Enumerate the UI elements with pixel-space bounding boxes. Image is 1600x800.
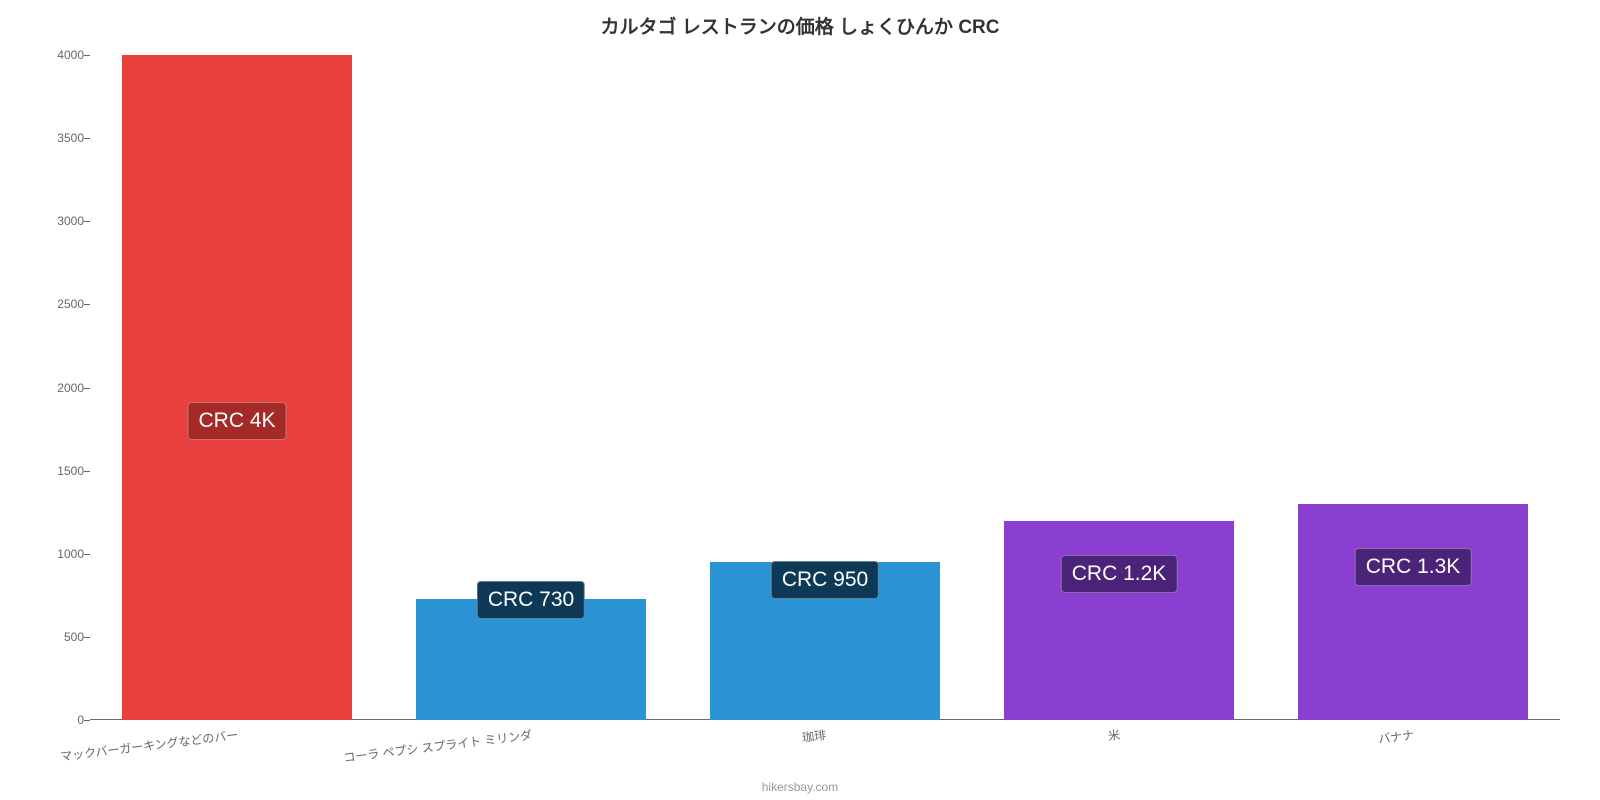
y-tick-mark xyxy=(84,471,90,472)
bar xyxy=(122,55,351,720)
y-tick-label: 3000 xyxy=(40,214,84,228)
bar-slot: CRC 730 xyxy=(384,55,678,720)
y-tick-label: 2500 xyxy=(40,297,84,311)
bar-slot: CRC 1.3K xyxy=(1266,55,1560,720)
y-tick-mark xyxy=(84,221,90,222)
x-category-label: コーラ ペプシ スプライト ミリンダ xyxy=(342,726,533,766)
bar xyxy=(1004,521,1233,721)
bar-value-label: CRC 1.2K xyxy=(1061,555,1178,593)
y-tick-label: 1500 xyxy=(40,464,84,478)
y-tick-label: 0 xyxy=(40,713,84,727)
y-tick-mark xyxy=(84,720,90,721)
bar-value-label: CRC 730 xyxy=(477,581,585,619)
bar-slot: CRC 4K xyxy=(90,55,384,720)
bar-value-label: CRC 950 xyxy=(771,561,879,599)
y-tick-label: 2000 xyxy=(40,381,84,395)
price-bar-chart: カルタゴ レストランの価格 しょくひんか CRC CRC 4KCRC 730CR… xyxy=(0,0,1600,800)
bar-value-label: CRC 4K xyxy=(187,402,286,440)
y-tick-mark xyxy=(84,304,90,305)
y-tick-label: 4000 xyxy=(40,48,84,62)
x-category-label: マックバーガーキングなどのバー xyxy=(59,726,239,765)
y-tick-mark xyxy=(84,388,90,389)
y-tick-label: 500 xyxy=(40,630,84,644)
x-category-label: バナナ xyxy=(1377,726,1415,747)
attribution-text: hikersbay.com xyxy=(0,780,1600,794)
chart-title: カルタゴ レストランの価格 しょくひんか CRC xyxy=(0,12,1600,39)
bar xyxy=(1298,504,1527,720)
x-category-label: 米 xyxy=(1107,726,1121,744)
y-tick-label: 1000 xyxy=(40,547,84,561)
x-category-label: 珈琲 xyxy=(801,726,827,746)
bars-container: CRC 4K CRC 730 CRC 950 CRC 1.2K CRC 1.3K xyxy=(90,55,1560,720)
bar-slot: CRC 950 xyxy=(678,55,972,720)
bar-value-label: CRC 1.3K xyxy=(1355,548,1472,586)
y-tick-mark xyxy=(84,138,90,139)
bar-slot: CRC 1.2K xyxy=(972,55,1266,720)
y-tick-mark xyxy=(84,637,90,638)
y-tick-mark xyxy=(84,554,90,555)
y-tick-label: 3500 xyxy=(40,131,84,145)
y-tick-mark xyxy=(84,55,90,56)
plot-area: CRC 4KCRC 730CRC 950CRC 1.2KCRC 1.3K 050… xyxy=(90,55,1560,720)
